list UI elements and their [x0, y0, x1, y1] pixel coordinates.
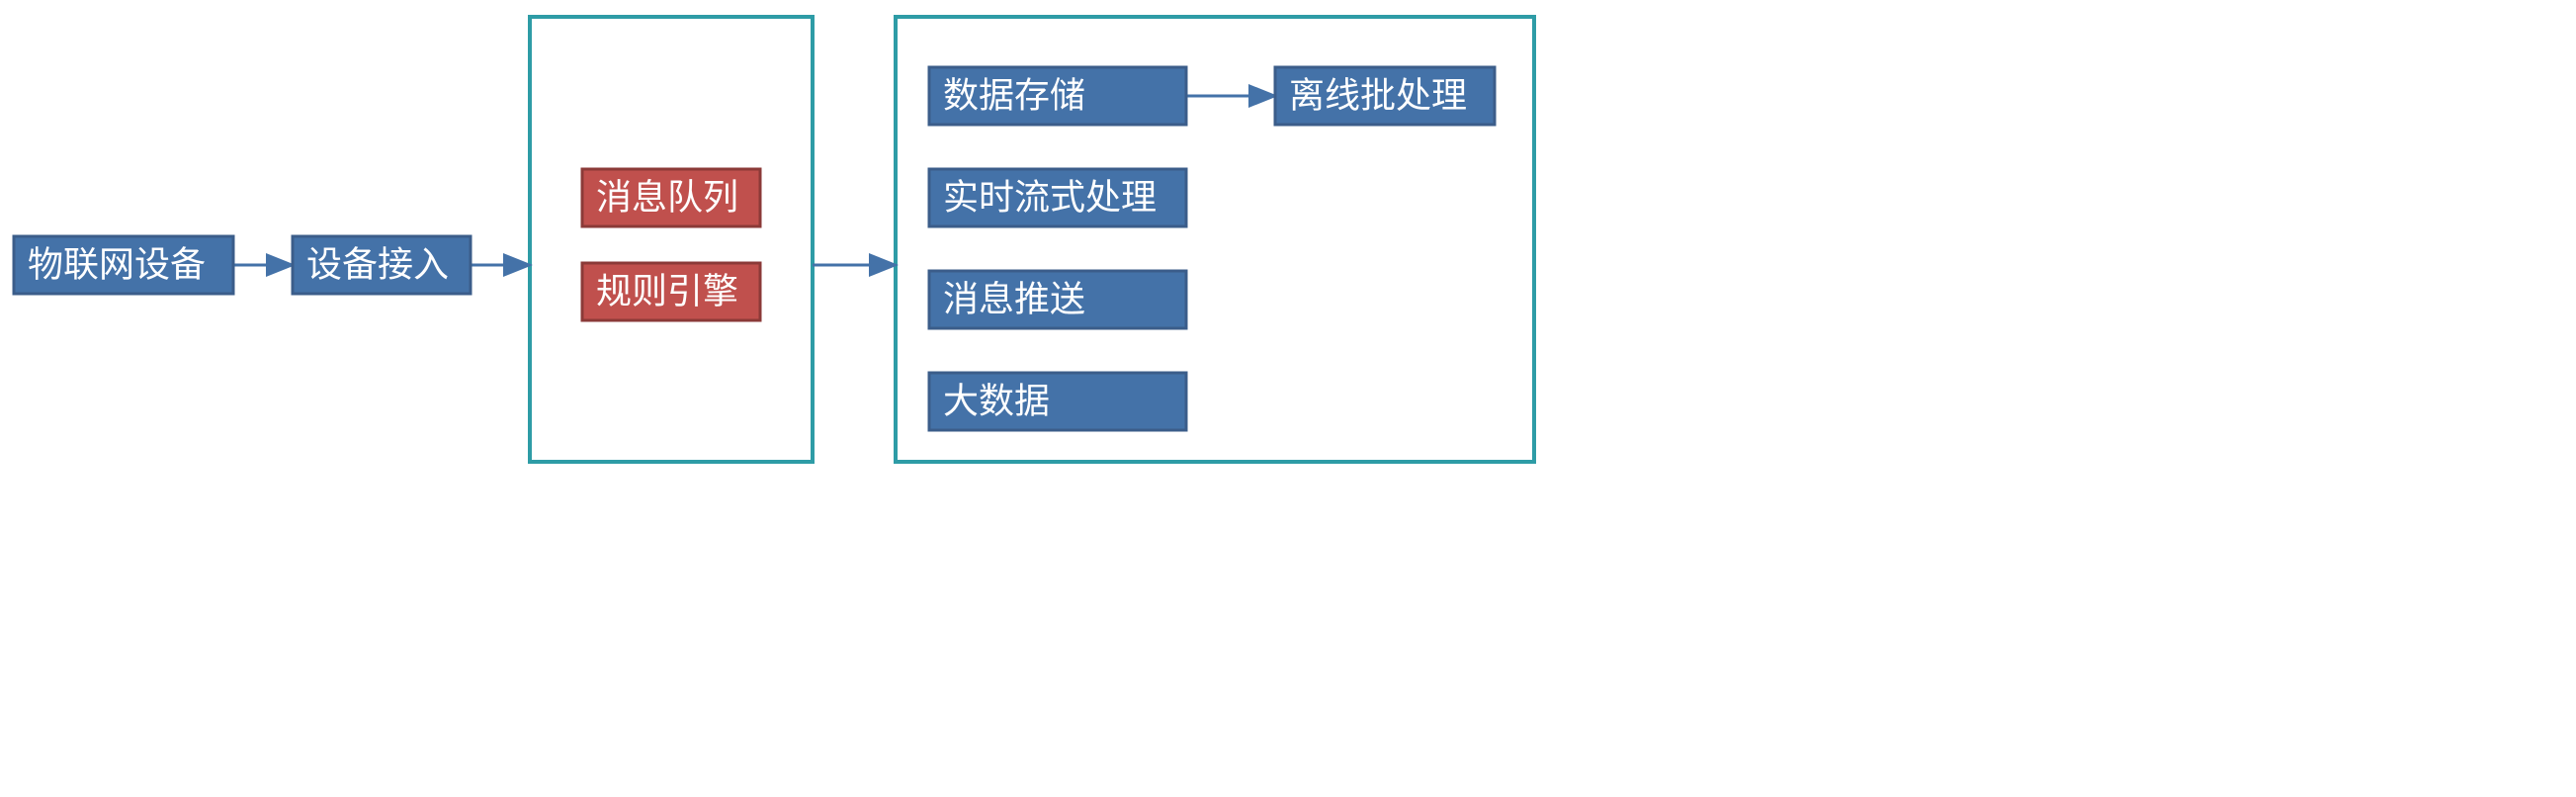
- node-msg-queue-label: 消息队列: [596, 177, 738, 218]
- node-device-access-label: 设备接入: [306, 244, 449, 285]
- node-iot-device-label: 物联网设备: [28, 244, 206, 285]
- container-middle: [530, 17, 813, 462]
- node-iot-device: 物联网设备: [14, 236, 233, 294]
- node-data-storage-label: 数据存储: [943, 75, 1085, 116]
- node-msg-push-label: 消息推送: [943, 279, 1085, 319]
- node-big-data-label: 大数据: [943, 381, 1050, 421]
- node-offline-batch: 离线批处理: [1275, 67, 1495, 125]
- node-stream-proc-label: 实时流式处理: [943, 177, 1157, 218]
- node-offline-batch-label: 离线批处理: [1289, 75, 1467, 116]
- node-device-access: 设备接入: [293, 236, 471, 294]
- flowchart-canvas: 物联网设备 设备接入 消息队列规则引擎 数据存储实时流式处理消息推送大数据 离线批处理: [0, 0, 1546, 479]
- node-msg-queue: 消息队列: [582, 169, 760, 226]
- node-data-storage: 数据存储: [929, 67, 1186, 125]
- node-rule-engine: 规则引擎: [582, 263, 760, 320]
- node-big-data: 大数据: [929, 373, 1186, 430]
- node-stream-proc: 实时流式处理: [929, 169, 1186, 226]
- node-msg-push: 消息推送: [929, 271, 1186, 328]
- node-rule-engine-label: 规则引擎: [596, 271, 738, 311]
